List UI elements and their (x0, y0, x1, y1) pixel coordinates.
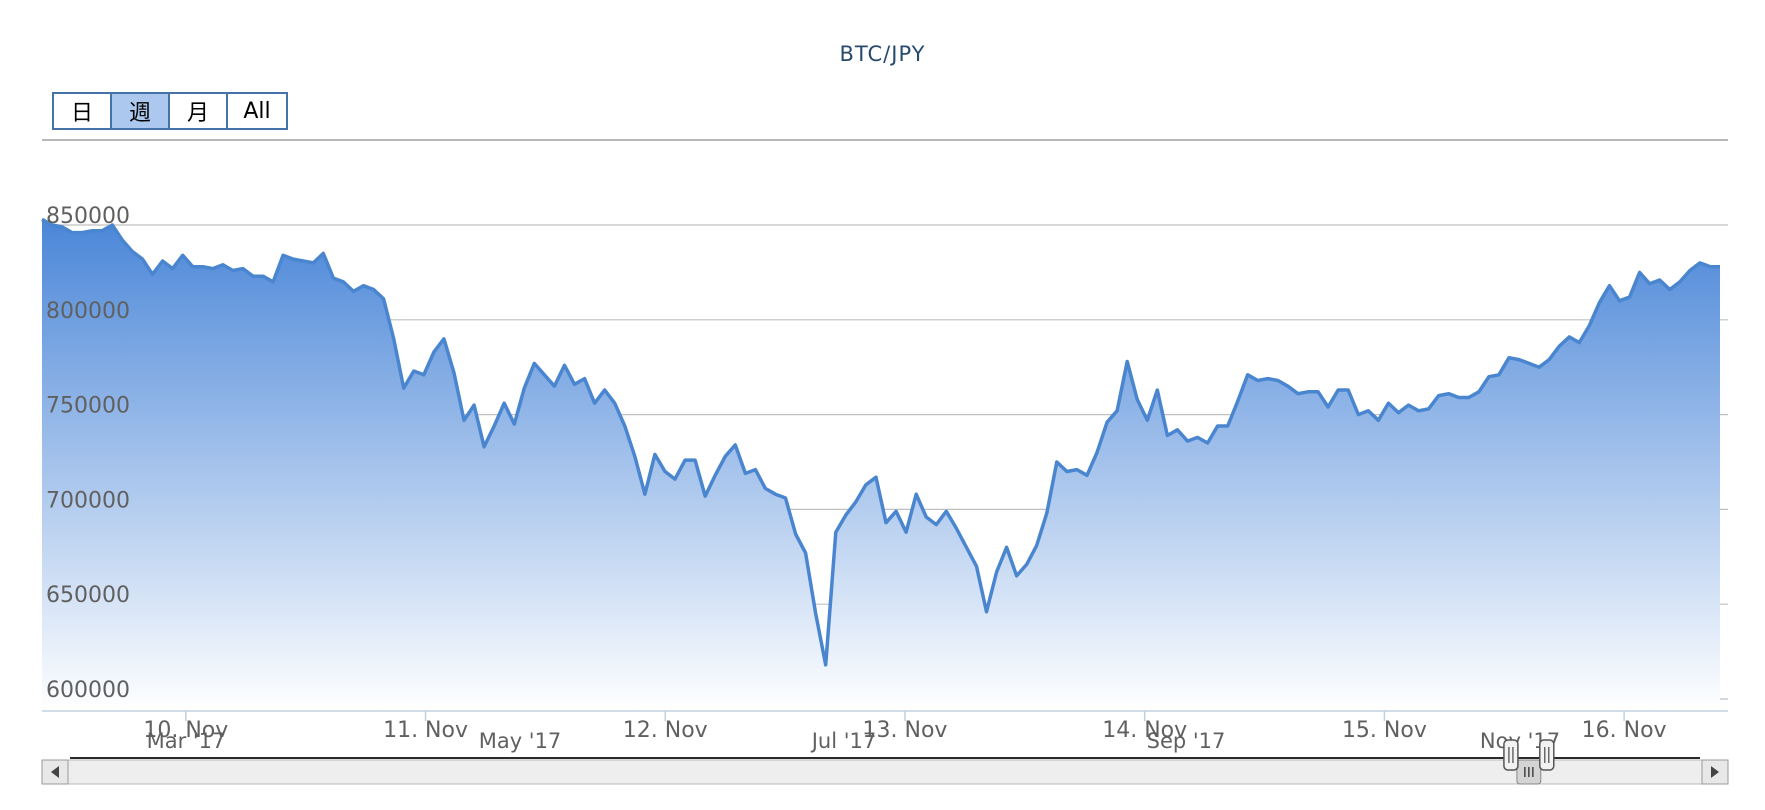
series-line (41, 217, 1720, 667)
x-axis-labels: 10. Nov 11. Nov 12. Nov 13. Nov 14. Nov 15. N… (143, 711, 1667, 743)
scrollbar-track[interactable] (41, 759, 1729, 785)
navigator-label: Mar '17 (147, 729, 226, 753)
handle-body (1503, 739, 1519, 771)
x-tick-label: 10. Nov (143, 718, 228, 743)
y-tick-label-800000: 800000 (46, 299, 130, 324)
x-tick-label: 11. Nov (383, 718, 468, 743)
x-tick-label: 15. Nov (1342, 718, 1427, 743)
navigator: Mar '17 May '17 Jul '17 Sep '17 Nov '17 (41, 729, 1729, 785)
x-tick-label: 14. Nov (1102, 718, 1187, 743)
navigator-handle-right[interactable] (1539, 739, 1555, 771)
x-tick-label: 13. Nov (863, 718, 948, 743)
navigator-handle-left[interactable] (1503, 739, 1519, 771)
plot-area (41, 217, 1728, 712)
navigator-label: May '17 (479, 729, 562, 753)
arrow-left-icon (51, 766, 59, 778)
y-tick-label-750000: 750000 (46, 394, 130, 419)
x-tick-label: 12. Nov (623, 718, 708, 743)
y-tick-label-850000: 850000 (46, 204, 130, 229)
y-tick-label-600000: 600000 (46, 678, 130, 703)
y-tick-label-700000: 700000 (46, 488, 130, 513)
range-selector: 日 週 月 All (52, 92, 288, 130)
range-button-day[interactable]: 日 (54, 94, 112, 128)
range-button-all[interactable]: All (228, 94, 286, 128)
navigator-label: Jul '17 (810, 729, 877, 753)
arrow-right-icon (1711, 766, 1719, 778)
y-axis-labels: 600000 650000 700000 750000 800000 850000 (46, 204, 130, 703)
y-tick-label-650000: 650000 (46, 583, 130, 608)
handle-body (1539, 739, 1555, 771)
series-area-fill (42, 219, 1720, 712)
range-button-month[interactable]: 月 (170, 94, 228, 128)
x-tick-label: 16. Nov (1582, 718, 1667, 743)
range-button-week[interactable]: 週 (112, 94, 170, 128)
navigator-label: Sep '17 (1147, 729, 1226, 753)
chart-title: BTC/JPY (839, 42, 926, 66)
